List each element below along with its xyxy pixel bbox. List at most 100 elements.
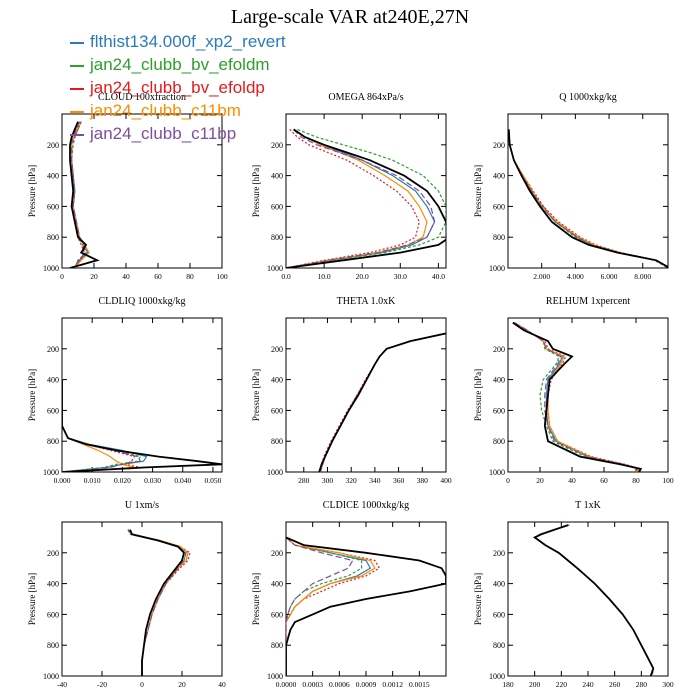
y-tick-label: 200	[271, 345, 283, 354]
x-tick-label: 0.0009	[356, 680, 377, 689]
y-tick-label: 200	[493, 141, 505, 150]
x-tick-label: 0	[506, 476, 510, 485]
y-tick-label: 600	[47, 202, 59, 211]
x-tick-label: 60	[154, 272, 162, 281]
x-tick-label: 0.0	[281, 272, 291, 281]
legend-swatch	[70, 64, 84, 67]
x-tick-label: 0.0015	[409, 680, 430, 689]
x-tick-label: 0.0003	[302, 680, 323, 689]
x-tick-label: 100	[216, 272, 228, 281]
y-tick-label: 800	[271, 641, 283, 650]
x-tick-label: 200	[529, 680, 541, 689]
y-tick-label: 1000	[43, 468, 59, 477]
y-tick-label: 200	[493, 549, 505, 558]
series-line	[286, 128, 436, 268]
y-tick-label: 1000	[267, 672, 283, 681]
plot-frame	[285, 113, 447, 269]
x-tick-label: 40	[218, 680, 226, 689]
legend-label: flthist134.000f_xp2_revert	[90, 32, 286, 51]
y-tick-label: 800	[271, 437, 283, 446]
y-axis-label: Pressure [hPa]	[27, 573, 37, 625]
plot-frame	[61, 317, 223, 473]
x-tick-label: 320	[346, 476, 358, 485]
series-line	[62, 379, 135, 472]
y-tick-label: 200	[493, 345, 505, 354]
y-tick-label: 600	[47, 406, 59, 415]
x-tick-label: 20	[90, 272, 98, 281]
x-tick-label: 0.040	[174, 476, 191, 485]
y-tick-label: 800	[493, 437, 505, 446]
series-line	[319, 332, 446, 472]
y-tick-label: 400	[47, 376, 59, 385]
x-tick-label: 8.000	[634, 272, 651, 281]
y-tick-label: 1000	[489, 672, 505, 681]
series-line	[70, 121, 86, 268]
control-line	[286, 128, 446, 268]
x-tick-label: 40	[122, 272, 130, 281]
x-tick-label: 0	[140, 680, 144, 689]
chart-panel: THETA 1.0xK 200 400 600 800 1000 280 300 320 340 3…	[251, 296, 452, 485]
series-line	[514, 322, 642, 472]
y-axis-label: Pressure [hPa]	[473, 165, 483, 217]
y-axis-label: Pressure [hPa]	[251, 165, 261, 217]
x-tick-label: 2.000	[533, 272, 550, 281]
control-line	[62, 379, 222, 472]
series-line	[286, 128, 428, 268]
y-tick-label: 800	[47, 233, 59, 242]
series-line	[127, 529, 191, 676]
x-tick-label: 360	[393, 476, 405, 485]
series-line	[319, 332, 446, 472]
y-tick-label: 400	[47, 172, 59, 181]
panel-title: CLDICE 1000xkg/kg	[323, 500, 409, 511]
plot-frame	[507, 317, 669, 473]
x-tick-label: 280	[636, 680, 648, 689]
y-tick-label: 400	[493, 376, 505, 385]
control-line	[69, 121, 100, 268]
control-line	[318, 332, 446, 472]
x-tick-label: 400	[440, 476, 452, 485]
legend-label: jan24_clubb_bv_efoldm	[90, 55, 270, 74]
panel-title: THETA 1.0xK	[337, 296, 396, 307]
plot-frame	[61, 113, 223, 269]
series-line	[62, 379, 142, 472]
series-line	[514, 322, 641, 472]
series-line	[62, 379, 148, 472]
series-line	[62, 379, 142, 472]
panel-title: U 1xm/s	[125, 500, 159, 511]
chart-panel: U 1xm/s 200 400 600 800 1000-40 -20 0 20 40 Pressu…	[27, 500, 226, 689]
legend-label: jan24_clubb_c11bp	[90, 124, 237, 143]
control-line	[508, 129, 668, 268]
series-line	[508, 129, 668, 268]
legend-label: jan24_clubb_c11bm	[90, 101, 241, 120]
y-tick-label: 600	[271, 610, 283, 619]
x-tick-label: 40.0	[432, 272, 445, 281]
x-tick-label: 40	[568, 476, 576, 485]
y-tick-label: 800	[493, 233, 505, 242]
x-tick-label: 220	[556, 680, 568, 689]
y-tick-label: 1000	[43, 264, 59, 273]
series-line	[514, 322, 641, 472]
y-tick-label: 1000	[267, 264, 283, 273]
x-tick-label: 340	[369, 476, 381, 485]
y-tick-label: 200	[47, 345, 59, 354]
y-tick-label: 800	[47, 641, 59, 650]
series-line	[62, 379, 141, 472]
x-tick-label: 6.000	[601, 272, 618, 281]
series-line	[127, 529, 187, 676]
y-tick-label: 600	[493, 406, 505, 415]
x-tick-label: 30.0	[394, 272, 407, 281]
series-line	[533, 524, 654, 676]
x-tick-label: -40	[57, 680, 67, 689]
y-tick-label: 600	[271, 406, 283, 415]
x-tick-label: -20	[97, 680, 107, 689]
panel-title: CLOUD 100xfraction	[98, 92, 186, 103]
legend-label: jan24_clubb_bv_efoldp	[90, 78, 265, 97]
series-line	[508, 129, 668, 268]
series-line	[286, 128, 420, 268]
plot-frame	[285, 317, 447, 473]
y-axis-label: Pressure [hPa]	[251, 369, 261, 421]
x-tick-label: 0.050	[205, 476, 222, 485]
legend-item: jan24_clubb_bv_efoldp	[70, 76, 286, 99]
